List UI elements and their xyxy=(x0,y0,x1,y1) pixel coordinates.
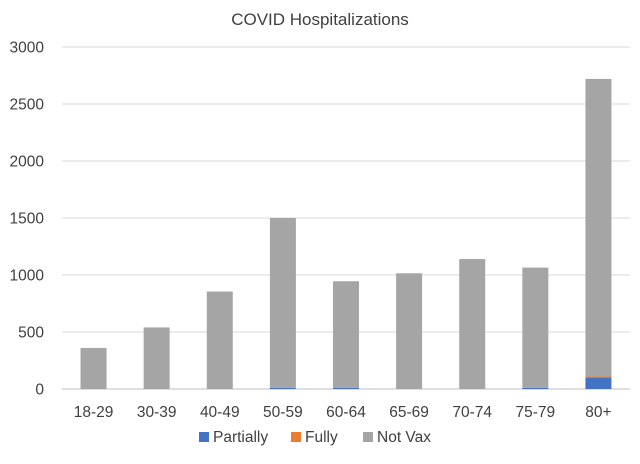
legend-label: Partially xyxy=(213,429,268,446)
bar-not-vax-60-64 xyxy=(333,281,359,388)
x-axis-ticks: 18-29 30-39 40-49 50-59 60-64 65-69 70-74 75-79… xyxy=(74,404,612,421)
y-tick-label: 2000 xyxy=(10,154,45,171)
bar-fully-80+ xyxy=(585,376,612,378)
y-tick-label: 2500 xyxy=(10,97,45,114)
bar-not-vax-18-29 xyxy=(80,347,107,389)
bar-partially-80+ xyxy=(585,377,612,389)
x-tick-label: 30-39 xyxy=(137,404,177,421)
bar-not-vax-70-74 xyxy=(459,259,486,389)
legend-label: Not Vax xyxy=(377,429,431,446)
y-tick-label: 0 xyxy=(35,382,44,399)
bar-not-vax-50-59 xyxy=(269,218,296,388)
x-tick-label: 75-79 xyxy=(516,404,556,421)
x-tick-label: 50-59 xyxy=(263,404,303,421)
bar-partially-75-79 xyxy=(522,387,549,389)
legend-swatch-not-vax xyxy=(363,432,373,442)
bar-not-vax-40-49 xyxy=(206,291,233,389)
chart-title: COVID Hospitalizations xyxy=(231,10,409,29)
bar-not-vax-65-69 xyxy=(396,273,423,389)
bar-partially-50-59 xyxy=(269,387,296,389)
y-tick-label: 1000 xyxy=(10,268,45,285)
y-tick-label: 1500 xyxy=(10,211,45,228)
legend-swatch-partially xyxy=(199,432,209,442)
legend-label: Fully xyxy=(305,429,338,446)
legend-swatch-fully xyxy=(291,432,301,442)
x-tick-label: 18-29 xyxy=(74,404,114,421)
bar-not-vax-30-39 xyxy=(143,327,170,389)
legend: Partially Fully Not Vax xyxy=(199,429,431,446)
x-tick-label: 70-74 xyxy=(452,404,492,421)
x-tick-label: 80+ xyxy=(585,404,611,421)
bar-not-vax-75-79 xyxy=(522,267,549,388)
y-axis-ticks: 0 500 1000 1500 2000 2500 3000 xyxy=(10,40,45,399)
y-tick-label: 3000 xyxy=(10,40,45,57)
bar-not-vax-80+ xyxy=(585,78,612,377)
x-tick-label: 65-69 xyxy=(389,404,429,421)
x-tick-label: 40-49 xyxy=(200,404,240,421)
y-tick-label: 500 xyxy=(18,325,44,342)
x-tick-label: 60-64 xyxy=(326,404,366,421)
bar-partially-60-64 xyxy=(333,387,359,389)
bars xyxy=(80,78,612,389)
